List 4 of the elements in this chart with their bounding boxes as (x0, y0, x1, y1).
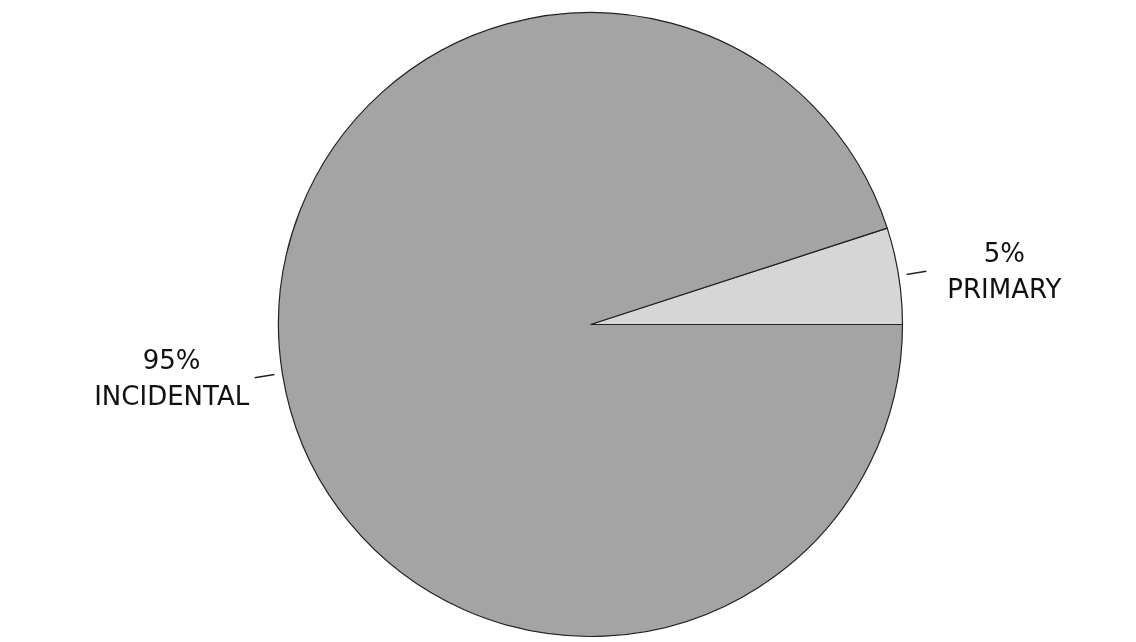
data-label: 95% (142, 344, 201, 375)
slice-label: INCIDENTAL (94, 380, 250, 411)
data-label: 5% (983, 238, 1025, 269)
slice-label: PRIMARY (947, 274, 1062, 305)
